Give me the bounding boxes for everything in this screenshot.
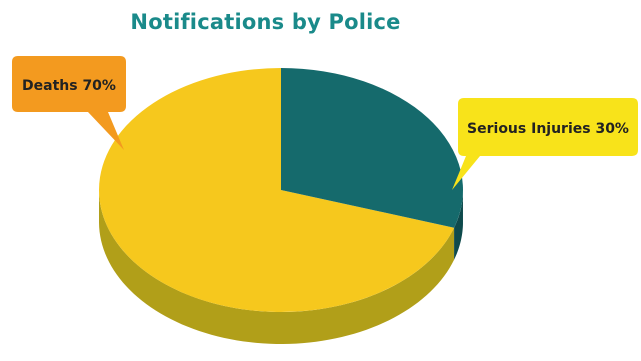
pie-side-deaths [99,190,455,344]
callout-deaths-bubble [12,56,126,150]
pie-side-serious-injuries [454,191,463,260]
pie-slice-serious-injuries [281,68,463,228]
callout-deaths-label: Deaths 70% [22,78,116,94]
callout-injuries: Serious Injuries 30% [452,98,638,190]
callout-injuries-bubble [452,98,638,190]
pie-tops [98,68,463,313]
pie-slice-deaths [98,68,455,313]
pie-sides [99,190,463,344]
chart-title: Notifications by Police [130,10,401,34]
callout-injuries-label: Serious Injuries 30% [467,121,629,137]
callout-deaths: Deaths 70% [12,56,126,150]
